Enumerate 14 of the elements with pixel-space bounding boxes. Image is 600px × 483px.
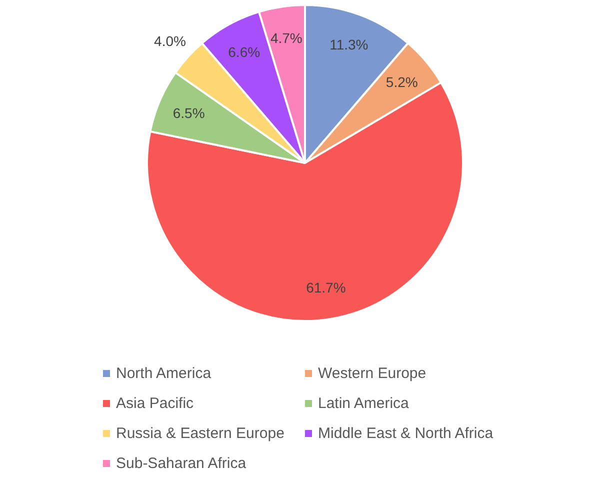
legend-label: North America bbox=[116, 365, 212, 382]
data-label: 6.5% bbox=[172, 105, 205, 122]
legend-label: Sub-Saharan Africa bbox=[116, 455, 246, 472]
data-label: 4.7% bbox=[270, 30, 302, 46]
data-label: 11.3% bbox=[330, 36, 368, 52]
data-label: 4.0% bbox=[154, 32, 186, 49]
data-label: 6.6% bbox=[228, 44, 260, 60]
legend-label: Russia & Eastern Europe bbox=[116, 425, 284, 442]
legend-label: Asia Pacific bbox=[116, 395, 194, 412]
legend-label: Latin America bbox=[318, 395, 409, 412]
data-label: 61.7% bbox=[306, 280, 346, 296]
legend-label: Western Europe bbox=[318, 365, 426, 382]
legend-label: Middle East & North Africa bbox=[318, 425, 494, 442]
data-label: 5.2% bbox=[386, 74, 418, 90]
